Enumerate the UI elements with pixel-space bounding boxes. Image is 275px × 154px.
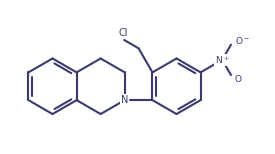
Text: O: O — [235, 75, 242, 84]
Text: Cl: Cl — [118, 28, 128, 38]
Text: N: N — [121, 95, 128, 105]
Text: O$^-$: O$^-$ — [235, 35, 250, 46]
Text: N$^+$: N$^+$ — [215, 54, 230, 66]
